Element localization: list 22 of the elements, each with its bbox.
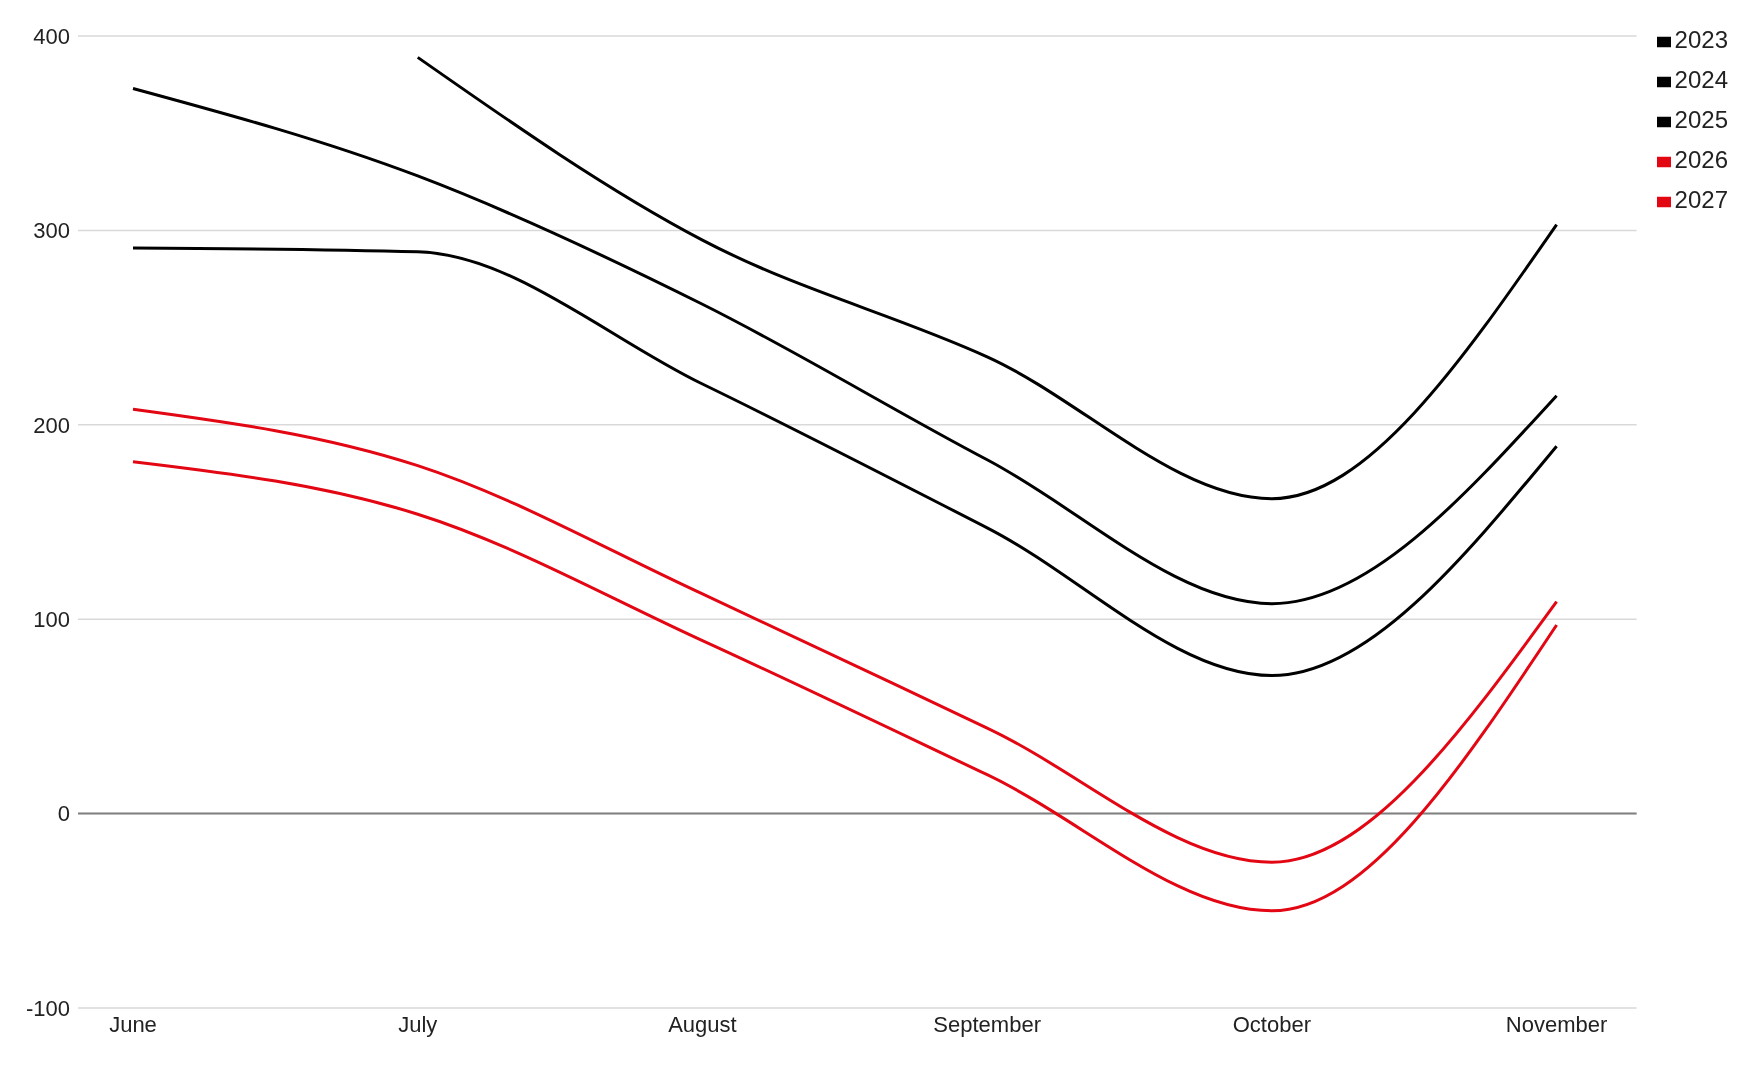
line-series [131,246,1559,678]
line-series [131,86,1559,606]
legend-label: 2027 [1674,186,1728,213]
x-tick-label: November [1505,1011,1608,1037]
y-tick-label: -100 [25,995,70,1021]
legend-label: 2026 [1674,146,1728,173]
line-series [131,460,1559,913]
legend-label: 2024 [1674,66,1728,93]
legend-label: 2025 [1674,106,1728,133]
y-tick-label: 300 [33,218,70,244]
y-tick-label: 100 [33,607,70,633]
x-tick-label: August [668,1011,737,1037]
x-tick-label: June [109,1011,157,1037]
x-tick-label: October [1232,1011,1312,1037]
x-tick-label: July [398,1011,438,1037]
y-tick-label: 400 [33,23,70,49]
line-series [131,407,1559,864]
line-series [416,55,1559,501]
y-tick-label: 0 [57,801,70,827]
x-tick-label: September [933,1011,1041,1037]
y-tick-label: 200 [33,412,70,438]
legend-label: 2023 [1674,26,1728,53]
